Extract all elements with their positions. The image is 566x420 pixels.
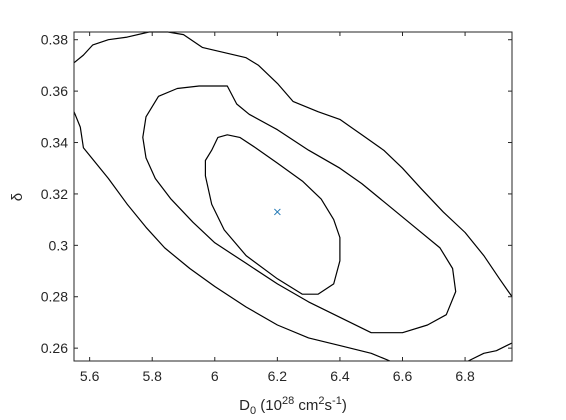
contour-line-5: [467, 342, 513, 362]
x-tick-label: 5.6: [80, 368, 100, 384]
contour-lines: [73, 31, 513, 362]
plot-area-background: [74, 32, 512, 361]
x-axis-label: D0 (1028 cm2s-1): [239, 395, 347, 417]
x-tick-label: 6.8: [455, 368, 475, 384]
x-tick-label: 6: [211, 368, 219, 384]
x-tick-label: 5.8: [142, 368, 162, 384]
y-tick-label: 0.32: [41, 186, 68, 202]
contour-line-3: [73, 31, 513, 298]
x-tick-label: 6.4: [330, 368, 350, 384]
y-tick-labels: 0.26 0.28 0.3 0.32 0.34 0.36 0.38: [41, 32, 68, 356]
best-fit-marker: [274, 208, 281, 216]
contour-line-4: [73, 111, 391, 362]
y-tick-label: 0.38: [41, 32, 68, 48]
axis-ticks: [74, 32, 512, 361]
x-tick-labels: 5.6 5.8 6 6.2 6.4 6.6 6.8: [80, 368, 475, 384]
y-axis-label: δ: [9, 193, 26, 201]
y-tick-label: 0.26: [41, 340, 68, 356]
y-tick-label: 0.34: [41, 135, 68, 151]
best-fit-marker-layer: [274, 208, 281, 216]
x-tick-label: 6.6: [393, 368, 413, 384]
contour-line-2: [142, 85, 457, 334]
y-tick-label: 0.3: [49, 237, 69, 253]
y-tick-label: 0.28: [41, 289, 68, 305]
plot-frame: [73, 31, 513, 362]
x-tick-label: 6.2: [268, 368, 288, 384]
y-tick-label: 0.36: [41, 83, 68, 99]
contour-line-1: [204, 134, 341, 295]
